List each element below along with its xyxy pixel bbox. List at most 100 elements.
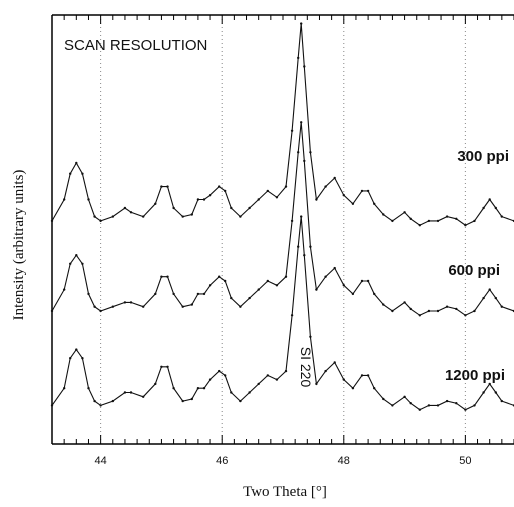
data-point bbox=[239, 215, 242, 218]
data-point bbox=[464, 408, 467, 411]
data-point bbox=[93, 305, 96, 308]
data-point bbox=[315, 198, 318, 201]
data-point bbox=[208, 378, 212, 381]
data-point bbox=[455, 402, 458, 405]
data-point bbox=[248, 206, 251, 210]
data-point bbox=[290, 314, 294, 317]
data-point bbox=[297, 151, 300, 154]
data-point bbox=[500, 215, 503, 218]
data-point bbox=[315, 382, 318, 386]
data-point bbox=[333, 176, 336, 180]
data-point bbox=[418, 408, 421, 411]
data-point bbox=[382, 397, 385, 401]
data-point bbox=[275, 378, 279, 381]
data-point bbox=[62, 387, 66, 390]
data-point bbox=[445, 399, 449, 403]
data-point bbox=[482, 391, 485, 394]
data-point bbox=[196, 198, 200, 201]
data-point bbox=[239, 305, 242, 308]
data-point bbox=[494, 391, 497, 394]
data-point bbox=[284, 369, 288, 373]
data-point bbox=[455, 217, 458, 220]
series-0 bbox=[50, 22, 514, 227]
data-point bbox=[208, 284, 212, 287]
data-point bbox=[266, 374, 269, 377]
data-point bbox=[482, 206, 485, 210]
data-point bbox=[230, 296, 233, 300]
data-point bbox=[482, 296, 485, 300]
data-point bbox=[50, 309, 54, 313]
data-point bbox=[427, 309, 431, 313]
data-point bbox=[403, 301, 406, 304]
series-layer bbox=[50, 22, 514, 411]
data-point bbox=[123, 206, 127, 210]
data-point bbox=[224, 189, 227, 193]
data-point bbox=[309, 245, 312, 248]
data-point bbox=[324, 275, 327, 278]
data-point bbox=[224, 279, 227, 283]
data-point bbox=[342, 194, 345, 197]
data-point bbox=[190, 397, 193, 401]
data-point bbox=[309, 335, 312, 338]
data-point bbox=[351, 292, 355, 296]
data-point bbox=[230, 206, 233, 210]
data-point bbox=[248, 391, 251, 394]
data-point bbox=[473, 404, 476, 407]
data-point bbox=[62, 288, 66, 291]
data-point bbox=[366, 189, 370, 193]
series-label-1200ppi: 1200 ppi bbox=[445, 367, 505, 384]
si-220-annotation: SI 220 bbox=[298, 347, 314, 388]
x-tick-label: 48 bbox=[338, 455, 350, 467]
data-point bbox=[373, 202, 376, 205]
data-point bbox=[300, 215, 303, 218]
data-point bbox=[290, 129, 294, 132]
axis-ticks: 44 46 48 50 bbox=[51, 15, 514, 467]
data-point bbox=[266, 189, 269, 193]
data-point bbox=[409, 307, 412, 311]
data-point bbox=[50, 219, 54, 223]
data-point bbox=[275, 284, 279, 287]
data-point bbox=[123, 301, 127, 304]
data-point bbox=[142, 215, 145, 218]
data-point bbox=[403, 211, 406, 214]
x-tick-label: 44 bbox=[95, 455, 107, 467]
data-point bbox=[257, 198, 260, 201]
data-point bbox=[111, 215, 115, 218]
data-point bbox=[87, 198, 90, 201]
data-point bbox=[342, 284, 345, 287]
data-point bbox=[445, 305, 449, 308]
data-point bbox=[129, 211, 133, 214]
data-point bbox=[230, 391, 233, 394]
data-point bbox=[69, 172, 72, 175]
series-label-300ppi: 300 ppi bbox=[457, 148, 509, 165]
data-point bbox=[142, 305, 145, 308]
data-point bbox=[181, 215, 184, 218]
series-2 bbox=[50, 215, 514, 411]
data-point bbox=[303, 159, 306, 163]
data-point bbox=[99, 404, 102, 407]
data-point bbox=[129, 301, 133, 304]
data-point bbox=[81, 357, 84, 360]
data-point bbox=[290, 219, 294, 223]
data-point bbox=[324, 369, 327, 373]
data-point bbox=[333, 266, 336, 270]
data-point bbox=[81, 172, 84, 175]
data-point bbox=[409, 402, 412, 405]
data-point bbox=[208, 194, 212, 197]
data-point bbox=[172, 292, 175, 296]
data-point bbox=[75, 254, 78, 257]
data-point bbox=[409, 217, 412, 220]
data-point bbox=[196, 387, 200, 390]
data-point bbox=[257, 288, 260, 291]
data-point bbox=[111, 399, 115, 403]
data-point bbox=[494, 206, 497, 210]
data-point bbox=[50, 404, 54, 407]
data-point bbox=[351, 387, 355, 390]
grid-lines bbox=[100, 15, 466, 444]
data-point bbox=[297, 56, 300, 60]
data-point bbox=[427, 219, 431, 223]
data-point bbox=[202, 387, 206, 390]
data-point bbox=[154, 292, 157, 296]
data-point bbox=[382, 303, 385, 306]
data-point bbox=[69, 262, 72, 265]
